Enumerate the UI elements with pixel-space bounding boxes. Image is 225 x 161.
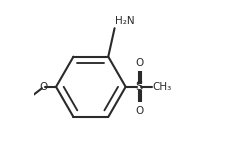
Text: O: O [134, 106, 143, 116]
Text: O: O [134, 58, 143, 68]
Text: O: O [39, 82, 47, 92]
Text: CH₃: CH₃ [152, 82, 171, 92]
Text: S: S [135, 80, 142, 93]
Text: H₂N: H₂N [115, 16, 134, 26]
